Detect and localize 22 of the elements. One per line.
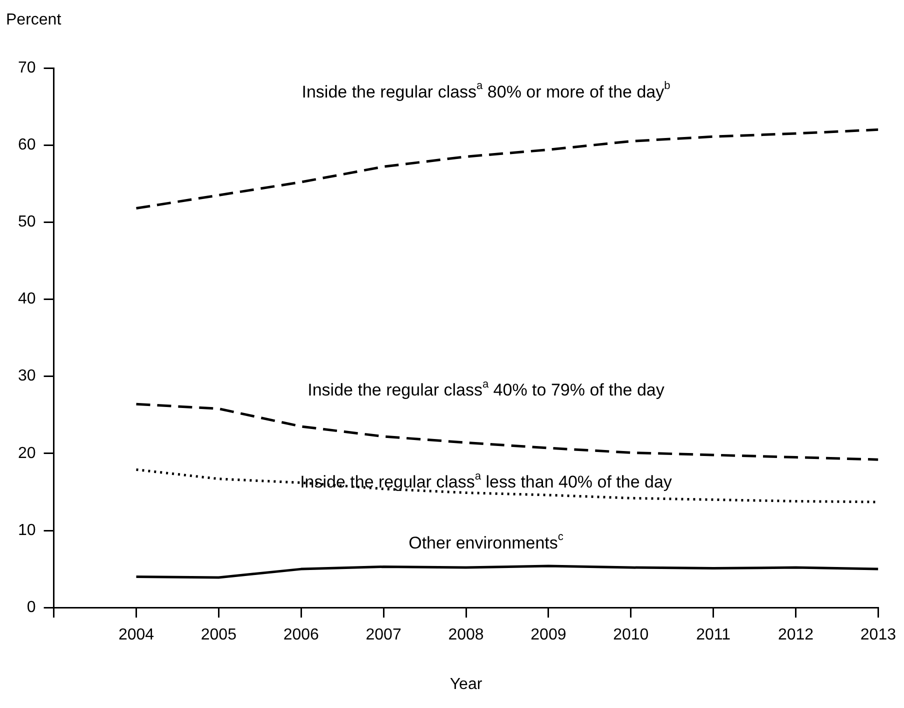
y-axis-title: Percent [6, 11, 62, 28]
x-tick-label: 2013 [860, 626, 896, 644]
x-tick-label: 2004 [118, 626, 154, 644]
x-tick-label: 2009 [530, 626, 566, 644]
y-tick-label: 30 [18, 368, 36, 385]
x-tick-label: 2006 [283, 626, 320, 644]
x-tick-label: 2011 [696, 626, 731, 644]
x-tick-label: 2005 [200, 626, 237, 644]
y-tick-label: 20 [18, 444, 36, 462]
y-tick-label: 50 [18, 214, 36, 231]
y-tick-label: 70 [18, 59, 36, 76]
line-series [134, 402, 878, 461]
x-tick-label: 2012 [778, 626, 814, 644]
x-tick-label: 2008 [448, 626, 484, 644]
x-tick-label: 2007 [366, 626, 402, 644]
line-series [134, 128, 878, 210]
y-tick-label: 0 [26, 599, 36, 616]
y-tick-label: 60 [18, 136, 36, 154]
y-tick-label: 10 [18, 522, 36, 539]
y-tick-label: 40 [18, 290, 36, 308]
x-tick-label: 2010 [613, 626, 649, 644]
x-axis-title: Year [450, 676, 483, 693]
